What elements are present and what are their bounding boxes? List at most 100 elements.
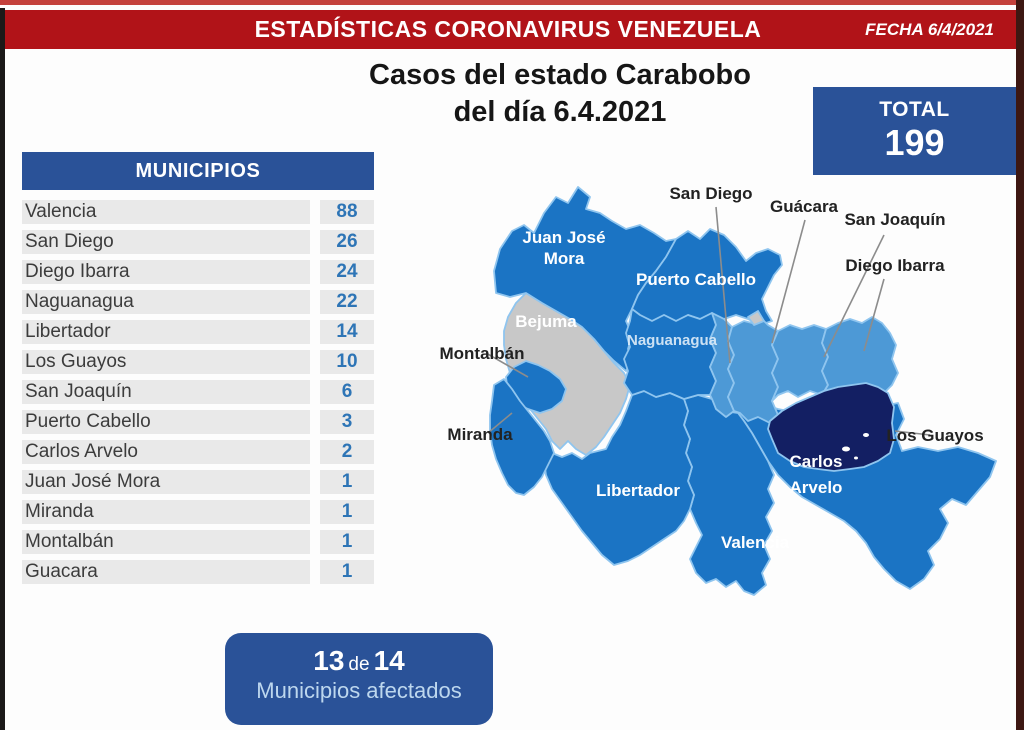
map-region-guacara [727,316,779,424]
municipio-cases: 88 [320,200,374,224]
municipio-cases: 1 [320,560,374,584]
map-region-miranda [489,378,555,496]
municipio-name: San Joaquín [22,380,310,404]
column-divider [310,530,320,554]
municipio-name: Juan José Mora [22,470,310,494]
column-divider [310,470,320,494]
map-region-los-guayos [767,382,895,472]
column-divider [310,410,320,434]
map-label-carlos-arvelo-line2: Arvelo [790,478,843,497]
table-row: Guacara 1 [22,560,374,584]
left-border-strip [0,8,5,730]
column-divider [310,500,320,524]
municipio-cases: 1 [320,470,374,494]
column-divider [310,320,320,344]
column-divider [310,380,320,404]
column-divider [310,290,320,314]
municipio-name: Los Guayos [22,350,310,374]
municipality-total: 14 [373,645,405,676]
map-label-puerto-cabello: Puerto Cabello [636,270,756,289]
municipio-cases: 1 [320,530,374,554]
municipio-cases: 3 [320,410,374,434]
table-rows: Valencia 88 San Diego 26 Diego Ibarra 24… [22,200,374,584]
map-label-juan-jose-mora-line2: Mora [544,249,585,268]
map-gray-sliver [747,310,765,326]
page-title-line1: Casos del estado Carabobo [369,59,751,91]
table-row: San Diego 26 [22,230,374,254]
municipio-name: Guacara [22,560,310,584]
table-header: MUNICIPIOS [22,152,374,190]
page-title: Casos del estado Carabobo del día 6.4.20… [330,57,790,131]
carabobo-map: Juan José Mora Puerto Cabello Bejuma Nag… [398,163,1018,628]
column-divider [310,350,320,374]
column-divider [310,560,320,584]
map-label-los-guayos: Los Guayos [886,426,983,445]
map-label-diego-ibarra: Diego Ibarra [845,256,945,275]
municipio-name: Libertador [22,320,310,344]
municipios-table: MUNICIPIOS Valencia 88 San Diego 26 Dieg… [22,152,374,590]
map-label-bejuma: Bejuma [515,312,577,331]
map-label-juan-jose-mora-line1: Juan José [522,228,605,247]
municipio-name: Naguanagua [22,290,310,314]
affected-summary-box: 13 de 14 Municipios afectados [225,633,493,725]
leader-line-los-guayos [894,430,931,436]
municipio-cases: 26 [320,230,374,254]
map-islet [863,433,869,437]
table-row: Montalbán 1 [22,530,374,554]
page-title-line2: del día 6.4.2021 [453,96,667,128]
total-box: TOTAL 199 [813,87,1016,175]
total-label: TOTAL [879,98,950,121]
municipio-name: Miranda [22,500,310,524]
municipio-cases: 14 [320,320,374,344]
leader-line-montalban [485,352,529,378]
map-label-libertador: Libertador [596,481,680,500]
banner-title: ESTADÍSTICAS CORONAVIRUS VENEZUELA [254,16,762,42]
column-divider [310,230,320,254]
table-row: Juan José Mora 1 [22,470,374,494]
table-row: Libertador 14 [22,320,374,344]
map-label-montalban: Montalbán [440,344,525,363]
map-region-diego-ibarra [821,316,899,396]
municipio-name: Carlos Arvelo [22,440,310,464]
municipio-name: Diego Ibarra [22,260,310,284]
map-label-miranda: Miranda [447,425,513,444]
leader-line-diego-ibarra [863,278,885,352]
map-label-valencia: Valencia [721,533,790,552]
leader-line-san-diego [715,206,731,364]
header-banner: ESTADÍSTICAS CORONAVIRUS VENEZUELA FECHA… [0,10,1016,49]
column-divider [310,260,320,284]
municipio-cases: 2 [320,440,374,464]
leader-line-guacara [771,219,806,344]
map-region-naguanagua [623,308,717,400]
banner-date: FECHA 6/4/2021 [865,19,994,39]
municipio-cases: 22 [320,290,374,314]
municipio-name: Montalbán [22,530,310,554]
table-row: Miranda 1 [22,500,374,524]
leader-line-miranda [487,412,513,434]
municipio-cases: 24 [320,260,374,284]
map-label-guacara: Guácara [770,197,839,216]
municipio-name: Valencia [22,200,310,224]
table-row: San Joaquín 6 [22,380,374,404]
table-row: Puerto Cabello 3 [22,410,374,434]
top-border-strip [0,0,1024,5]
affected-count-line: 13 de 14 [225,645,493,677]
affected-of-word: de [348,654,370,675]
map-region-san-joaquin [771,324,829,402]
table-row: Los Guayos 10 [22,350,374,374]
column-divider [310,200,320,224]
municipio-name: San Diego [22,230,310,254]
municipio-cases: 1 [320,500,374,524]
municipio-cases: 6 [320,380,374,404]
map-islet [842,446,850,452]
column-divider [310,440,320,464]
table-row: Naguanagua 22 [22,290,374,314]
map-islet [854,456,858,460]
table-row: Valencia 88 [22,200,374,224]
municipio-cases: 10 [320,350,374,374]
affected-count: 13 [313,645,345,676]
right-border-strip [1016,0,1024,730]
table-row: Carlos Arvelo 2 [22,440,374,464]
map-label-san-diego: San Diego [669,184,752,203]
